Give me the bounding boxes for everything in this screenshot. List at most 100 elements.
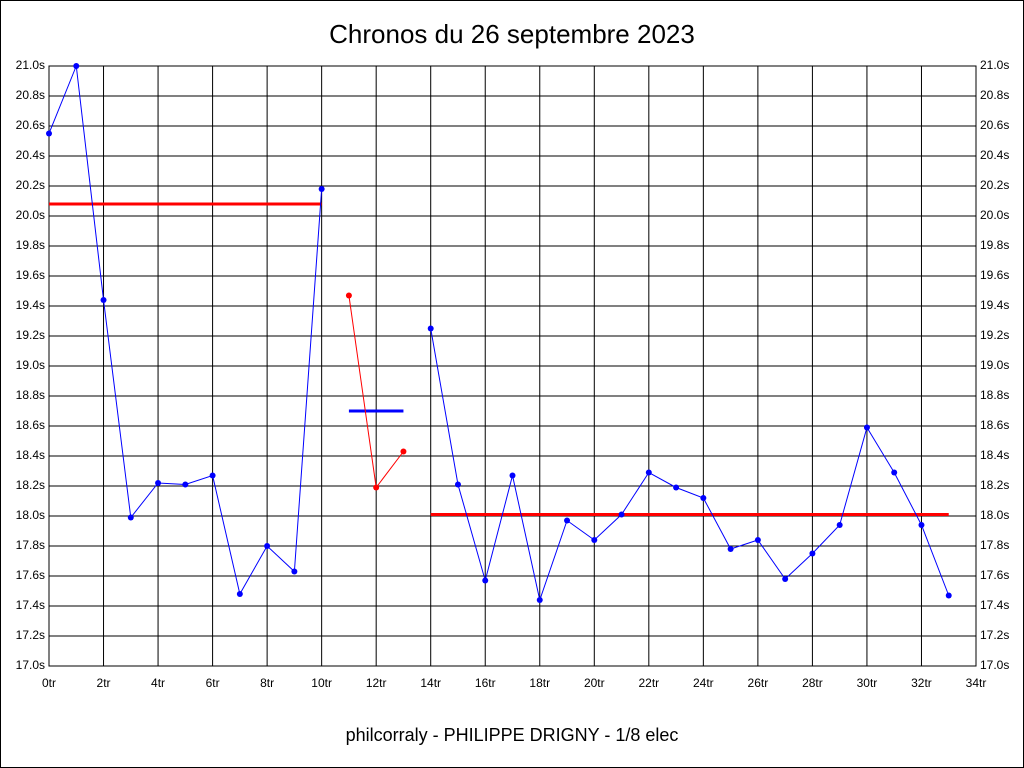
y-tick-label: 19.2s <box>16 328 45 342</box>
data-point <box>454 481 461 488</box>
data-point <box>891 469 898 476</box>
y-tick-label: 20.8s <box>16 88 45 102</box>
data-point <box>863 424 870 431</box>
y2-tick-label: 17.6s <box>980 568 1009 582</box>
data-point <box>754 537 761 543</box>
y-tick-label: 18.6s <box>16 418 45 432</box>
data-point <box>645 469 652 476</box>
y-tick-label: 19.0s <box>16 358 45 372</box>
data-point <box>127 514 134 521</box>
y2-tick-label: 19.6s <box>980 268 1009 282</box>
y-tick-label: 18.4s <box>16 448 45 462</box>
chart-title: Chronos du 26 septembre 2023 <box>329 19 695 49</box>
data-point <box>345 292 352 299</box>
data-point <box>427 325 434 332</box>
data-point <box>182 481 189 488</box>
data-point <box>373 484 380 491</box>
y2-tick-label: 20.2s <box>980 178 1009 192</box>
y2-tick-label: 21.0s <box>980 58 1009 72</box>
data-point <box>836 522 843 528</box>
y-tick-label: 17.0s <box>16 658 45 672</box>
y-tick-label: 20.2s <box>16 178 45 192</box>
data-point <box>945 592 952 599</box>
data-point <box>482 577 489 584</box>
x-tick-label: 0tr <box>42 676 56 690</box>
x-tick-label: 6tr <box>206 676 220 690</box>
y2-tick-label: 20.4s <box>980 148 1009 162</box>
x-tick-label: 2tr <box>97 676 111 690</box>
x-tick-label: 16tr <box>475 676 496 690</box>
y2-tick-label: 20.8s <box>980 88 1009 102</box>
y-tick-label: 17.6s <box>16 568 45 582</box>
y2-tick-label: 20.0s <box>980 208 1009 222</box>
x-tick-label: 34tr <box>966 676 987 690</box>
y2-tick-label: 20.6s <box>980 118 1009 132</box>
series-line <box>430 328 950 602</box>
y2-tick-label: 17.8s <box>980 538 1009 552</box>
data-point <box>509 472 516 479</box>
data-point <box>100 297 107 303</box>
data-point <box>673 484 680 491</box>
y2-tick-label: 19.0s <box>980 358 1009 372</box>
y2-tick-label: 18.6s <box>980 418 1009 432</box>
y-tick-label: 18.0s <box>16 508 45 522</box>
y2-tick-label: 18.4s <box>980 448 1009 462</box>
x-tick-label: 20tr <box>584 676 605 690</box>
y-tick-label: 18.2s <box>16 478 45 492</box>
x-tick-label: 14tr <box>420 676 441 690</box>
y-tick-label: 20.4s <box>16 148 45 162</box>
x-tick-label: 4tr <box>151 676 165 690</box>
data-point <box>618 511 625 518</box>
data-point <box>155 480 162 486</box>
y-tick-label: 20.0s <box>16 208 45 222</box>
data-point <box>291 568 298 575</box>
x-tick-label: 8tr <box>260 676 274 690</box>
data-point <box>564 517 571 524</box>
data-point <box>727 546 734 552</box>
data-point <box>209 472 216 479</box>
plot-border <box>48 65 977 667</box>
data-point <box>536 597 543 603</box>
y-tick-label: 17.8s <box>16 538 45 552</box>
x-tick-label: 22tr <box>638 676 659 690</box>
y2-tick-label: 19.4s <box>980 298 1009 312</box>
data-point <box>400 448 407 455</box>
x-tick-label: 30tr <box>857 676 878 690</box>
data-point <box>264 543 271 549</box>
y-tick-label: 21.0s <box>16 58 45 72</box>
data-point <box>782 576 789 582</box>
y2-tick-label: 17.2s <box>980 628 1009 642</box>
x-tick-label: 10tr <box>311 676 332 690</box>
data-point <box>700 495 707 501</box>
y2-tick-label: 18.8s <box>980 388 1009 402</box>
y-tick-label: 19.6s <box>16 268 45 282</box>
chart-subtitle: philcorraly - PHILIPPE DRIGNY - 1/8 elec <box>346 725 679 745</box>
x-tick-label: 28tr <box>802 676 823 690</box>
data-point <box>918 522 925 528</box>
data-point <box>73 63 80 69</box>
data-point <box>809 550 816 557</box>
y2-tick-label: 19.2s <box>980 328 1009 342</box>
y-tick-label: 20.6s <box>16 118 45 132</box>
y-tick-label: 17.2s <box>16 628 45 642</box>
x-tick-label: 12tr <box>366 676 387 690</box>
y-tick-label: 19.8s <box>16 238 45 252</box>
x-tick-label: 26tr <box>748 676 769 690</box>
data-point <box>236 591 243 597</box>
x-tick-label: 24tr <box>693 676 714 690</box>
y2-tick-label: 18.0s <box>980 508 1009 522</box>
y2-tick-label: 19.8s <box>980 238 1009 252</box>
data-point <box>318 186 325 192</box>
y2-tick-label: 18.2s <box>980 478 1009 492</box>
y2-tick-label: 17.4s <box>980 598 1009 612</box>
x-tick-label: 18tr <box>529 676 550 690</box>
data-point <box>46 130 52 137</box>
x-tick-label: 32tr <box>911 676 932 690</box>
y-tick-label: 17.4s <box>16 598 45 612</box>
y2-tick-label: 17.0s <box>980 658 1009 672</box>
y-tick-label: 18.8s <box>16 388 45 402</box>
data-point <box>591 537 598 543</box>
y-tick-label: 19.4s <box>16 298 45 312</box>
